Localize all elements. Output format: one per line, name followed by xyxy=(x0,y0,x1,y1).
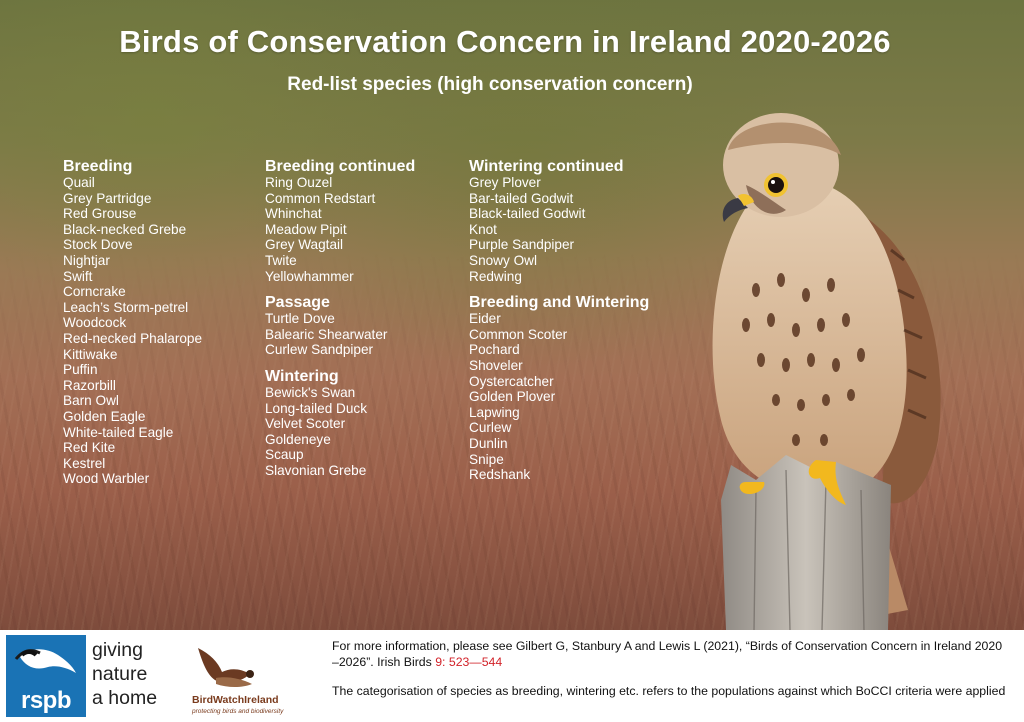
species-section: Breeding continued Ring Ouzel Common Redst… xyxy=(265,158,415,284)
species-item: Shoveler xyxy=(469,357,523,373)
birdwatch-tagline: protecting birds and biodiversity xyxy=(192,708,284,715)
species-section: Wintering continued Grey Plover Bar-tailed… xyxy=(469,158,649,284)
species-item: Bewick's Swan xyxy=(265,384,356,400)
species-item: Leach’s Storm-petrel xyxy=(63,299,189,315)
categorisation-note: The categorisation of species as breedin… xyxy=(332,684,1006,698)
section-heading: Breeding continued xyxy=(265,158,416,175)
species-item: Red Kite xyxy=(63,440,116,456)
rspb-logo[interactable]: rspb xyxy=(6,635,86,717)
species-item: Kestrel xyxy=(63,455,106,471)
slogan-line: a home xyxy=(92,687,158,709)
species-item: Purple Sandpiper xyxy=(469,237,575,253)
species-item: White-tailed Eagle xyxy=(63,424,174,440)
species-item: Long-tailed Duck xyxy=(265,400,368,416)
species-column-3: Wintering continued Grey Plover Bar-tailed… xyxy=(469,158,649,493)
avocet-icon xyxy=(14,649,76,673)
species-item: Slavonian Grebe xyxy=(265,462,367,478)
species-section: Passage Turtle Dove Balearic Shearwater Cur… xyxy=(265,294,415,358)
species-item: Corncrake xyxy=(63,284,126,300)
species-item: Curlew xyxy=(469,420,512,436)
species-item: Twite xyxy=(265,252,297,268)
species-item: Grey Plover xyxy=(469,175,541,190)
slogan-line: nature xyxy=(92,663,148,685)
section-heading: Passage xyxy=(265,294,330,312)
poster-image: Birds of Conservation Concern in Ireland… xyxy=(0,0,1024,630)
species-item: Knot xyxy=(469,221,497,237)
info-text: For more information, please see Gilbert… xyxy=(332,638,1012,712)
species-item: Grey Partridge xyxy=(63,190,152,206)
species-item: Pochard xyxy=(469,342,520,358)
species-section: Breeding Quail Grey Partridge Red Grouse Bla… xyxy=(63,158,202,487)
page-title: Birds of Conservation Concern in Ireland… xyxy=(119,24,891,59)
species-item: Redwing xyxy=(469,268,522,284)
reference-link[interactable]: 9: 523—544 xyxy=(435,655,503,669)
species-item: Meadow Pipit xyxy=(265,221,347,237)
species-item: Dunlin xyxy=(469,435,508,451)
rspb-wordmark: rspb xyxy=(20,687,72,714)
birdwatch-ireland-logo[interactable]: BirdWatchIreland protecting birds and bi… xyxy=(192,638,302,718)
species-item: Black-necked Grebe xyxy=(63,221,187,237)
species-item: Wood Warbler xyxy=(63,471,150,487)
reference-paragraph: For more information, please see Gilbert… xyxy=(332,638,1012,670)
rspb-slogan: giving nature a home xyxy=(92,638,157,710)
species-item: Snowy Owl xyxy=(469,252,537,268)
species-item: Ring Ouzel xyxy=(265,175,333,190)
footer: rspb giving nature a home BirdWatchIrela… xyxy=(0,630,1024,722)
species-item: Goldeneye xyxy=(265,431,331,447)
reference-text: For more information, please see Gilbert… xyxy=(332,639,1003,669)
species-item: Nightjar xyxy=(63,252,110,268)
section-heading: Wintering continued xyxy=(469,158,624,175)
species-item: Barn Owl xyxy=(63,393,119,409)
species-item: Whinchat xyxy=(265,206,322,222)
species-item: Bar-tailed Godwit xyxy=(469,190,574,206)
species-item: Redshank xyxy=(469,467,531,483)
section-heading: Breeding xyxy=(63,158,133,175)
species-item: Golden Eagle xyxy=(63,408,146,424)
species-item: Common Redstart xyxy=(265,190,376,206)
species-item: Red Grouse xyxy=(63,206,137,222)
species-item: Common Scoter xyxy=(469,326,568,342)
species-item: Balearic Shearwater xyxy=(265,326,388,342)
species-item: Oystercatcher xyxy=(469,373,554,389)
section-heading: Wintering xyxy=(265,367,339,385)
species-item: Black-tailed Godwit xyxy=(469,206,586,222)
species-item: Woodcock xyxy=(63,315,127,331)
goose-icon xyxy=(198,648,254,687)
species-item: Swift xyxy=(63,268,93,284)
species-item: Lapwing xyxy=(469,404,520,420)
species-item: Razorbill xyxy=(63,377,116,393)
species-item: Eider xyxy=(469,311,501,327)
species-item: Quail xyxy=(63,175,95,190)
species-item: Curlew Sandpiper xyxy=(265,342,374,358)
species-item: Golden Plover xyxy=(469,389,556,405)
species-item: Puffin xyxy=(63,362,98,378)
species-item: Velvet Scoter xyxy=(265,416,346,432)
species-item: Stock Dove xyxy=(63,237,133,253)
species-item: Grey Wagtail xyxy=(265,237,344,253)
birdwatch-name: BirdWatchIreland xyxy=(192,694,279,706)
species-item: Turtle Dove xyxy=(265,311,335,327)
section-heading: Breeding and Wintering xyxy=(469,294,650,312)
kestrel-illustration xyxy=(712,113,941,630)
slogan-line: giving xyxy=(92,639,143,661)
species-item: Scaup xyxy=(265,447,304,463)
species-item: Yellowhammer xyxy=(265,268,354,284)
page-subtitle: Red-list species (high conservation conc… xyxy=(287,74,693,95)
species-item: Kittiwake xyxy=(63,346,118,362)
species-item: Red-necked Phalarope xyxy=(63,330,203,346)
species-item: Snipe xyxy=(469,451,504,467)
species-section: Breeding and Wintering Eider Common Scoter… xyxy=(469,294,649,483)
species-section: Wintering Bewick's Swan Long-tailed Duck Ve… xyxy=(265,368,415,479)
species-column-1: Breeding Quail Grey Partridge Red Grouse Bla… xyxy=(63,158,202,497)
species-column-2: Breeding continued Ring Ouzel Common Redst… xyxy=(265,158,415,489)
